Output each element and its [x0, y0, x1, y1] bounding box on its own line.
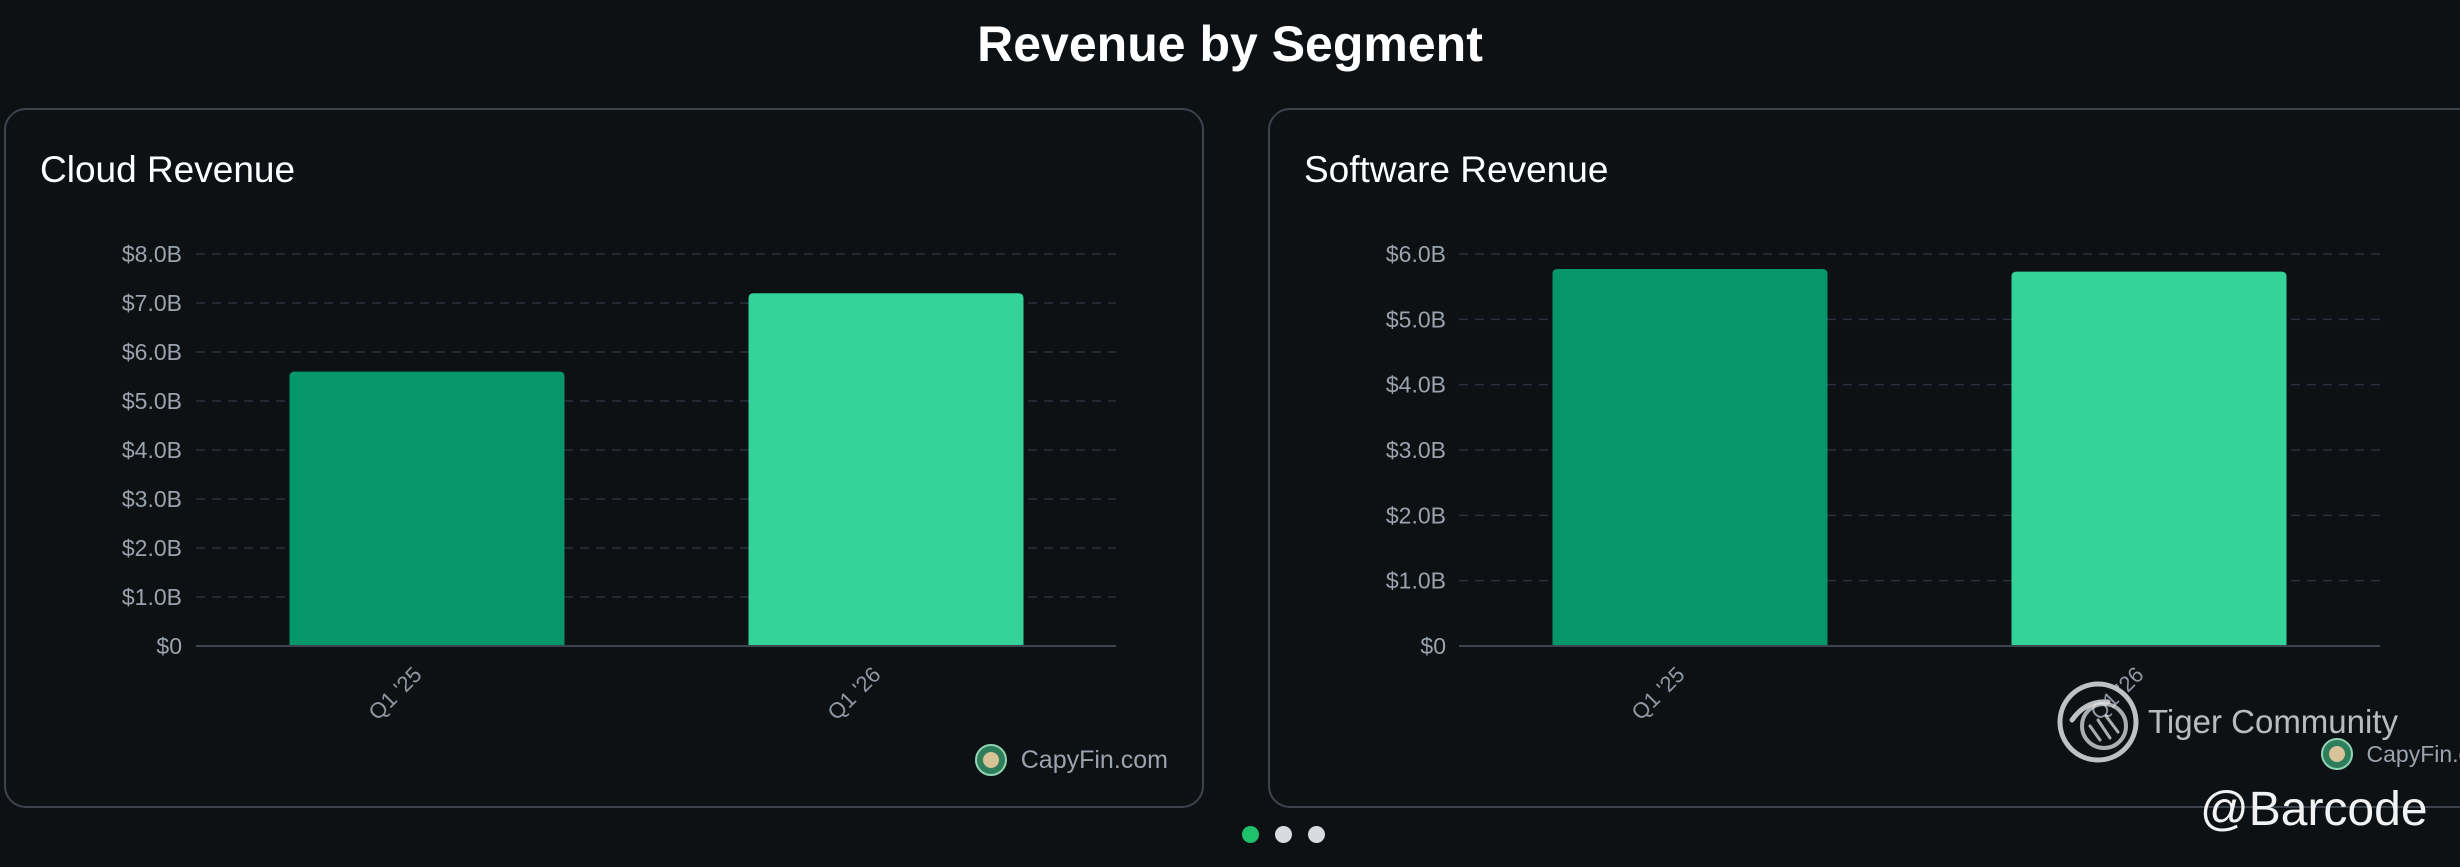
y-tick-label: $8.0B — [122, 241, 182, 267]
pagination-dot[interactable] — [1308, 826, 1325, 843]
capybara-logo-icon — [974, 744, 1007, 776]
y-tick-label: $0 — [1420, 633, 1446, 659]
chart-title: Cloud Revenue — [40, 149, 296, 190]
x-category-label: Q1 '26 — [823, 662, 886, 725]
x-category-label: Q1 '25 — [364, 662, 427, 725]
y-tick-label: $7.0B — [122, 290, 182, 316]
y-tick-label: $5.0B — [122, 388, 182, 414]
tiger-logo-icon — [2057, 681, 2139, 763]
bar-prior-year[interactable] — [1552, 269, 1828, 646]
y-tick-label: $2.0B — [122, 535, 182, 561]
x-category-label: Q1 '25 — [1627, 662, 1690, 725]
y-tick-label: $3.0B — [1386, 437, 1446, 463]
y-tick-label: $1.0B — [122, 584, 182, 610]
capybara-logo-icon — [2320, 738, 2353, 770]
chart-title: Software Revenue — [1304, 149, 1609, 190]
y-tick-label: $2.0B — [1386, 502, 1446, 528]
tiger-community-text: Tiger Community — [2148, 703, 2398, 740]
y-tick-label: $5.0B — [1386, 306, 1446, 332]
brand-watermark: CapyFin.com — [974, 744, 1168, 776]
chart-card-software-revenue: Software Revenue $0 $1.0B $2.0B $3.0B $4.0B $… — [1268, 108, 2460, 808]
bar-current-year[interactable] — [2011, 271, 2287, 646]
chart-card-cloud-revenue: Cloud Revenue $0 $1.0B $2.0B $3.0B $4.0B $5.0… — [4, 108, 1204, 808]
pagination-dot[interactable] — [1275, 826, 1292, 843]
bar-current-year[interactable] — [748, 293, 1024, 646]
brand-text: CapyFin.com — [1020, 745, 1168, 774]
pagination-dot[interactable] — [1242, 826, 1259, 843]
y-tick-label: $6.0B — [122, 339, 182, 365]
author-handle: @Barcode — [2200, 783, 2428, 836]
y-tick-label: $3.0B — [122, 486, 182, 512]
page-title: Revenue by Segment — [977, 16, 1483, 72]
cloud-revenue-chart: $0 $1.0B $2.0B $3.0B $4.0B $5.0B $6.0B $7.0B $8.… — [122, 241, 1116, 725]
y-tick-label: $1.0B — [1386, 568, 1446, 594]
tiger-community-watermark: Tiger Community — [2056, 680, 2398, 764]
y-tick-label: $0 — [156, 633, 182, 659]
bar-prior-year[interactable] — [289, 371, 565, 646]
y-tick-label: $4.0B — [122, 437, 182, 463]
brand-watermark: CapyFin.com — [2320, 738, 2460, 770]
brand-text: CapyFin.com — [2366, 740, 2460, 767]
y-tick-label: $6.0B — [1386, 241, 1446, 267]
y-tick-label: $4.0B — [1386, 372, 1446, 398]
pagination-dots — [1242, 826, 1341, 843]
